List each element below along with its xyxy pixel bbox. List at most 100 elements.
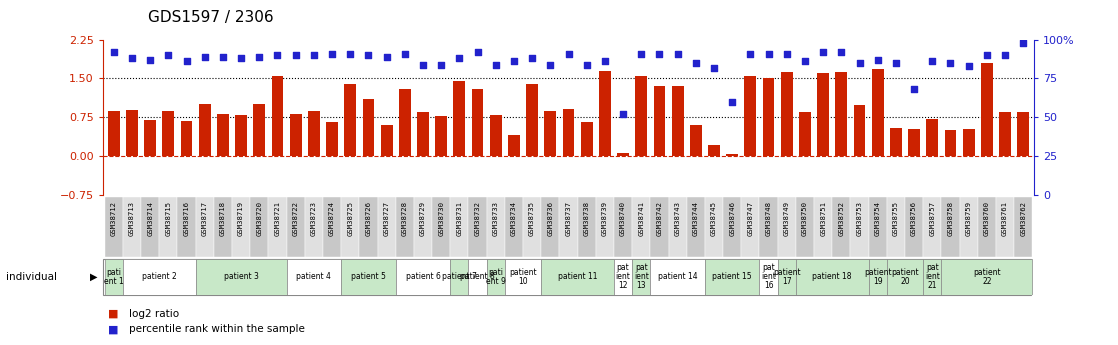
Bar <box>454 81 465 156</box>
Bar <box>799 112 811 156</box>
Bar <box>887 197 904 257</box>
Bar <box>796 197 814 257</box>
Bar <box>254 104 265 156</box>
Text: GSM38714: GSM38714 <box>148 201 153 236</box>
Bar <box>705 259 759 295</box>
Point <box>1014 40 1032 46</box>
Bar <box>599 71 610 156</box>
Bar <box>835 72 847 156</box>
Bar <box>941 197 959 257</box>
Bar <box>472 89 483 156</box>
Text: GSM38749: GSM38749 <box>784 201 789 236</box>
Text: GSM38762: GSM38762 <box>1021 201 1026 236</box>
Text: GSM38757: GSM38757 <box>929 201 936 236</box>
Text: patient 4: patient 4 <box>296 272 331 282</box>
Text: patient 3: patient 3 <box>224 272 258 282</box>
Point <box>414 62 432 67</box>
Text: log2 ratio: log2 ratio <box>129 309 179 319</box>
Text: GSM38729: GSM38729 <box>420 201 426 236</box>
Bar <box>614 197 632 257</box>
Bar <box>486 259 505 295</box>
Bar <box>323 197 341 257</box>
Point <box>541 62 559 67</box>
Text: GSM38732: GSM38732 <box>474 201 481 236</box>
Bar <box>708 145 720 156</box>
Bar <box>963 129 975 156</box>
Text: GSM38725: GSM38725 <box>348 201 353 236</box>
Point <box>614 111 632 117</box>
Text: GSM38761: GSM38761 <box>1002 201 1008 236</box>
Point <box>705 65 723 70</box>
Bar <box>651 197 669 257</box>
Text: GSM38737: GSM38737 <box>566 201 571 236</box>
Text: GSM38746: GSM38746 <box>729 201 736 236</box>
Bar <box>381 125 392 156</box>
Bar <box>690 125 702 156</box>
Bar <box>817 73 830 156</box>
Point <box>741 51 759 57</box>
Point <box>360 52 378 58</box>
Text: individual: individual <box>6 272 57 282</box>
Point <box>796 59 814 64</box>
Point <box>451 56 468 61</box>
Point <box>123 56 141 61</box>
Bar <box>890 128 902 156</box>
Text: GSM38740: GSM38740 <box>620 201 626 236</box>
Bar <box>123 197 141 257</box>
Bar <box>305 197 323 257</box>
Point <box>978 52 996 58</box>
Bar <box>923 259 941 295</box>
Bar <box>869 197 887 257</box>
Text: ▶: ▶ <box>91 272 97 282</box>
Text: GSM38718: GSM38718 <box>220 201 226 236</box>
Text: GSM38759: GSM38759 <box>966 201 972 236</box>
Text: GSM38754: GSM38754 <box>874 201 881 236</box>
Text: patient 11: patient 11 <box>558 272 597 282</box>
Text: patient
10: patient 10 <box>509 268 537 286</box>
Bar <box>814 197 832 257</box>
Text: GSM38728: GSM38728 <box>401 201 408 236</box>
Bar <box>468 197 486 257</box>
Text: GSM38722: GSM38722 <box>293 201 299 236</box>
Text: pati
ent 1: pati ent 1 <box>104 268 124 286</box>
Text: GSM38723: GSM38723 <box>311 201 316 236</box>
Point <box>305 52 323 58</box>
Bar <box>508 136 520 156</box>
Bar <box>541 197 559 257</box>
Bar <box>832 197 851 257</box>
Text: GSM38741: GSM38741 <box>638 201 644 236</box>
Bar <box>178 197 196 257</box>
Bar <box>669 197 686 257</box>
Bar <box>341 259 396 295</box>
Point <box>396 51 414 57</box>
Text: patient 5: patient 5 <box>351 272 386 282</box>
Point <box>141 57 159 63</box>
Bar <box>286 197 305 257</box>
Bar <box>435 116 447 156</box>
Point <box>505 59 523 64</box>
Point <box>906 87 923 92</box>
Bar <box>417 112 429 156</box>
Text: patient
22: patient 22 <box>973 268 1001 286</box>
Bar <box>908 129 920 156</box>
Text: GSM38753: GSM38753 <box>856 201 862 236</box>
Text: pat
ient
16: pat ient 16 <box>761 263 776 290</box>
Text: GSM38716: GSM38716 <box>183 201 190 236</box>
Bar <box>999 112 1011 156</box>
Text: GSM38752: GSM38752 <box>838 201 844 236</box>
Bar <box>945 130 956 156</box>
Bar <box>235 115 247 156</box>
Text: GSM38720: GSM38720 <box>256 201 263 236</box>
Point <box>486 62 504 67</box>
Bar <box>996 197 1014 257</box>
Bar <box>869 259 887 295</box>
Text: GSM38744: GSM38744 <box>693 201 699 236</box>
Bar <box>872 69 883 156</box>
Text: GSM38719: GSM38719 <box>238 201 244 236</box>
Text: GSM38758: GSM38758 <box>947 201 954 236</box>
Bar <box>141 197 159 257</box>
Bar <box>432 197 451 257</box>
Text: patient 2: patient 2 <box>142 272 177 282</box>
Text: patient 7: patient 7 <box>442 272 476 282</box>
Bar <box>578 197 596 257</box>
